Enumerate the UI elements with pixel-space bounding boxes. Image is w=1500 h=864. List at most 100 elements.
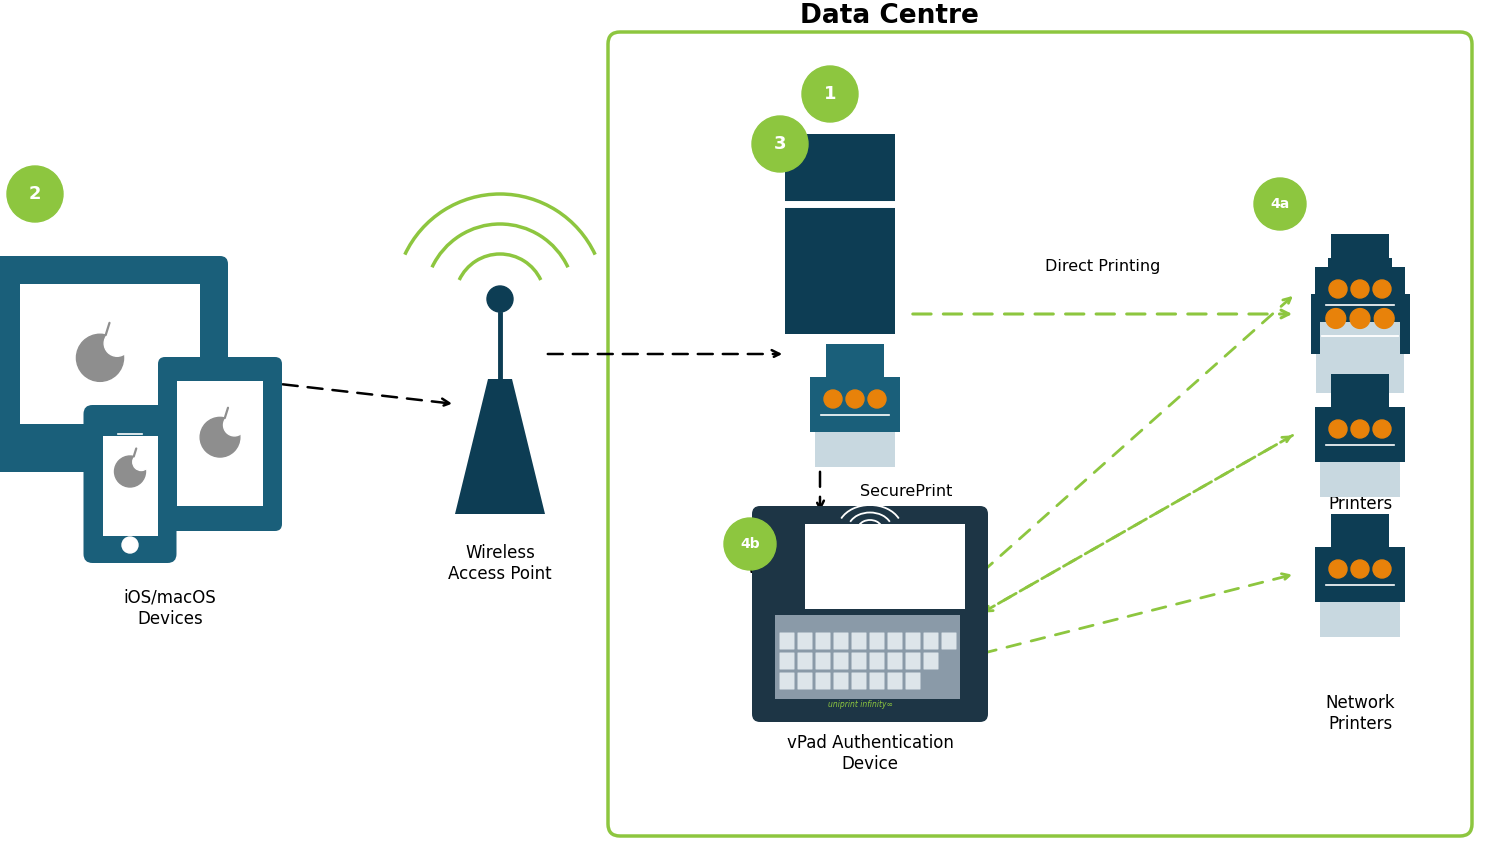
FancyBboxPatch shape (942, 632, 957, 650)
Circle shape (802, 66, 858, 122)
FancyBboxPatch shape (888, 632, 903, 650)
Circle shape (488, 286, 513, 312)
FancyBboxPatch shape (924, 652, 939, 670)
FancyBboxPatch shape (870, 652, 885, 670)
FancyBboxPatch shape (1320, 321, 1400, 357)
Circle shape (865, 537, 874, 547)
Text: 4a: 4a (1270, 197, 1290, 211)
FancyBboxPatch shape (1316, 547, 1406, 601)
FancyBboxPatch shape (906, 672, 921, 689)
Circle shape (1329, 560, 1347, 578)
FancyBboxPatch shape (780, 672, 795, 689)
FancyBboxPatch shape (177, 381, 262, 506)
Circle shape (104, 330, 130, 356)
Text: iOS/macOS
Devices: iOS/macOS Devices (123, 589, 216, 628)
Circle shape (1372, 280, 1390, 298)
FancyBboxPatch shape (84, 405, 177, 563)
Circle shape (868, 390, 886, 408)
Text: Wireless
Access Point: Wireless Access Point (448, 544, 552, 583)
Text: uniprint infinity∞: uniprint infinity∞ (828, 700, 892, 709)
FancyBboxPatch shape (852, 652, 867, 670)
Circle shape (76, 334, 123, 381)
Circle shape (1350, 308, 1370, 328)
FancyBboxPatch shape (1330, 374, 1389, 424)
FancyBboxPatch shape (1330, 514, 1389, 564)
FancyBboxPatch shape (906, 632, 921, 650)
Polygon shape (454, 379, 544, 514)
Circle shape (1326, 308, 1346, 328)
FancyBboxPatch shape (834, 652, 849, 670)
FancyBboxPatch shape (924, 632, 939, 650)
FancyBboxPatch shape (816, 431, 894, 467)
Text: 3: 3 (774, 135, 786, 153)
FancyBboxPatch shape (1330, 234, 1389, 284)
Circle shape (1254, 178, 1306, 230)
Circle shape (1329, 280, 1347, 298)
FancyBboxPatch shape (798, 652, 813, 670)
FancyBboxPatch shape (888, 672, 903, 689)
FancyBboxPatch shape (852, 632, 867, 650)
FancyBboxPatch shape (784, 134, 895, 334)
Text: UniPrint Print Server
with AirPrint Printing
Module: UniPrint Print Server with AirPrint Prin… (748, 544, 932, 594)
FancyBboxPatch shape (1316, 406, 1406, 461)
FancyBboxPatch shape (870, 672, 885, 689)
FancyBboxPatch shape (906, 652, 921, 670)
Text: 1: 1 (824, 85, 837, 103)
FancyBboxPatch shape (1317, 354, 1404, 393)
Circle shape (200, 417, 240, 457)
FancyBboxPatch shape (752, 506, 988, 722)
FancyBboxPatch shape (776, 615, 960, 699)
Circle shape (752, 116, 808, 172)
Text: 4b: 4b (740, 537, 760, 551)
FancyBboxPatch shape (798, 632, 813, 650)
Text: vPad Authentication
Device: vPad Authentication Device (786, 734, 954, 772)
FancyBboxPatch shape (1320, 461, 1400, 497)
FancyBboxPatch shape (20, 284, 200, 424)
Circle shape (1352, 560, 1370, 578)
Text: Network
Printers: Network Printers (1324, 474, 1395, 513)
FancyBboxPatch shape (1328, 258, 1392, 313)
FancyBboxPatch shape (806, 524, 964, 609)
FancyBboxPatch shape (810, 377, 900, 431)
FancyBboxPatch shape (852, 672, 867, 689)
Circle shape (1352, 420, 1370, 438)
Circle shape (1372, 560, 1390, 578)
FancyBboxPatch shape (158, 357, 282, 531)
FancyBboxPatch shape (102, 436, 158, 536)
FancyBboxPatch shape (870, 632, 885, 650)
FancyBboxPatch shape (816, 632, 831, 650)
FancyBboxPatch shape (608, 32, 1472, 836)
FancyBboxPatch shape (1311, 294, 1410, 354)
Circle shape (1374, 308, 1394, 328)
FancyBboxPatch shape (825, 344, 884, 394)
FancyBboxPatch shape (1320, 601, 1400, 637)
FancyBboxPatch shape (816, 652, 831, 670)
Circle shape (1329, 420, 1347, 438)
Circle shape (122, 537, 138, 553)
FancyBboxPatch shape (816, 672, 831, 689)
Text: SecurePrint: SecurePrint (859, 484, 952, 499)
Circle shape (846, 390, 864, 408)
FancyBboxPatch shape (834, 672, 849, 689)
Circle shape (224, 414, 246, 436)
Circle shape (824, 390, 842, 408)
FancyBboxPatch shape (834, 632, 849, 650)
FancyBboxPatch shape (888, 652, 903, 670)
Text: 2: 2 (28, 185, 42, 203)
Circle shape (114, 456, 146, 487)
Circle shape (1372, 420, 1390, 438)
FancyBboxPatch shape (1316, 266, 1406, 321)
Circle shape (724, 518, 776, 570)
Circle shape (8, 166, 63, 222)
FancyBboxPatch shape (798, 672, 813, 689)
Text: Direct Printing: Direct Printing (1046, 259, 1160, 274)
FancyBboxPatch shape (780, 652, 795, 670)
Text: Data Centre: Data Centre (800, 3, 980, 29)
Text: Network
Printers: Network Printers (1324, 694, 1395, 733)
FancyBboxPatch shape (0, 438, 232, 472)
Circle shape (1352, 280, 1370, 298)
FancyBboxPatch shape (765, 529, 800, 699)
Circle shape (134, 454, 150, 471)
FancyBboxPatch shape (780, 632, 795, 650)
FancyBboxPatch shape (0, 256, 228, 452)
